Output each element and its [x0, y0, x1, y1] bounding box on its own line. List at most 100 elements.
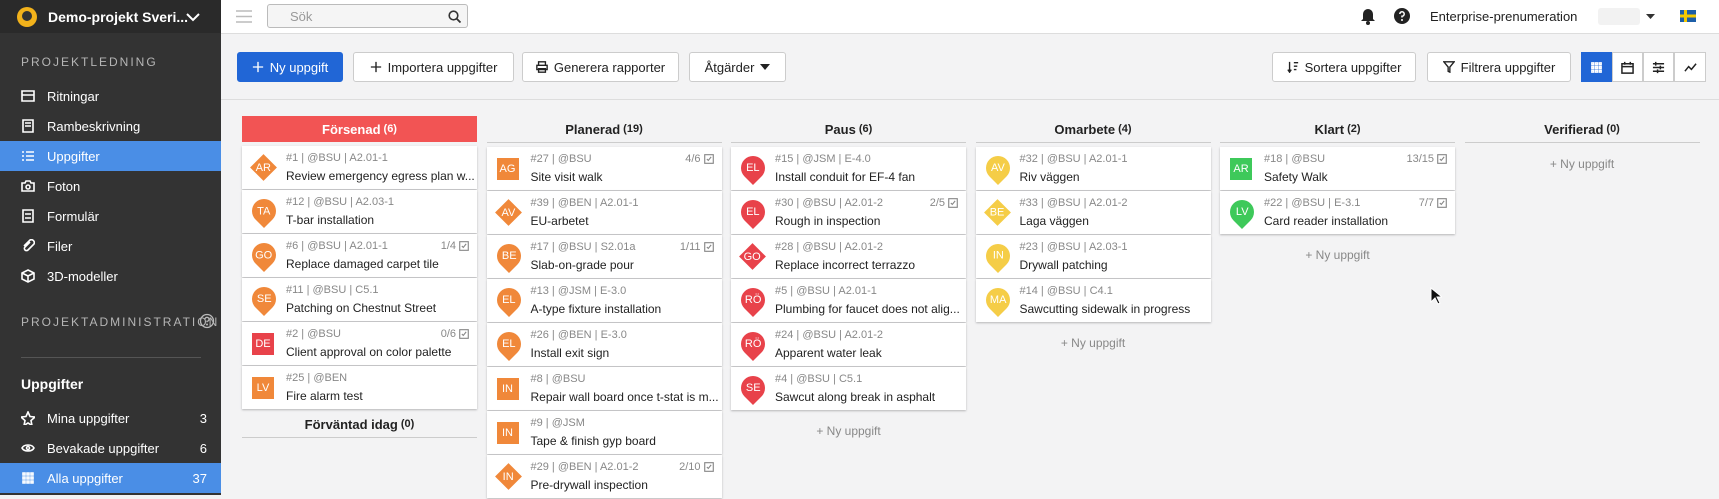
bell-icon[interactable]: [1360, 8, 1376, 25]
add-task[interactable]: + Ny uppgift: [816, 424, 881, 438]
checklist-progress: 7/7: [1419, 197, 1447, 209]
task-card[interactable]: DE #2 | @BSU Client approval on color pale…: [242, 322, 477, 365]
view-toggle[interactable]: [1674, 52, 1706, 82]
view-toggle[interactable]: [1612, 52, 1643, 82]
task-card[interactable]: SE #11 | @BSU | C5.1 Patching on Chestnut …: [242, 278, 477, 321]
icon: [703, 154, 714, 164]
task-card[interactable]: IN #8 | @BSU Repair wall board once t-stat…: [486, 367, 722, 410]
column-header: Klart (2): [1220, 116, 1455, 143]
flag[interactable]: [1680, 10, 1696, 22]
nav-item[interactable]: Foton: [0, 171, 221, 201]
button-label: Filtrera uppgifter: [1460, 59, 1556, 75]
help-icon[interactable]: [1394, 8, 1410, 24]
task-card[interactable]: AR #1 | @BSU | A2.01-1 Review emergency eg…: [242, 146, 477, 189]
nav-item[interactable]: Filer: [0, 231, 221, 261]
help-icon[interactable]: [199, 313, 215, 329]
initials: TA: [257, 205, 271, 217]
task-card[interactable]: SE #4 | @BSU | C5.1 Sawcut along break in …: [731, 367, 966, 410]
task-card[interactable]: MA #14 | @BSU | C4.1 Sawcutting sidewalk i…: [975, 279, 1211, 322]
subscription[interactable]: Enterprise-prenumeration: [1430, 9, 1578, 24]
task-card[interactable]: AV #32 | @BSU | A2.01-1 Riv väggen: [975, 147, 1211, 190]
icon: [23, 239, 35, 252]
progress-text: 2/5: [929, 197, 945, 209]
status-icon: EL: [491, 327, 526, 361]
task-card[interactable]: TA #12 | @BSU | A2.03-1 T-bar installation: [242, 190, 477, 233]
menu-icon[interactable]: [236, 10, 252, 23]
search-box[interactable]: Sök: [267, 4, 468, 28]
initials: IN: [502, 470, 514, 483]
status-icon: BE: [983, 199, 1011, 226]
button-label: Ny uppgift: [269, 59, 329, 75]
task-card[interactable]: AV #39 | @BEN | A2.01-1 EU-arbetet: [486, 191, 722, 234]
task-card[interactable]: EL #26 | @BEN | E-3.0 Install exit sign: [486, 323, 722, 366]
task-meta: #26 | @BEN | E-3.0: [530, 329, 627, 341]
initials: AV: [990, 162, 1005, 175]
filter-item[interactable]: Mina uppgifter 3: [0, 403, 221, 433]
checklist-progress: 2/5: [930, 197, 958, 209]
status-icon: AV: [494, 199, 522, 226]
toolbar-button[interactable]: Sortera uppgifter: [1272, 52, 1416, 82]
task-card[interactable]: IN #29 | @BEN | A2.01-2 Pre-drywall inspec…: [486, 455, 722, 498]
task-title: Client approval on color palette: [286, 345, 452, 359]
task-meta: #23 | @BSU | A2.03-1: [1019, 241, 1128, 253]
column-header: Omarbete (4): [975, 116, 1211, 143]
nav-item[interactable]: Uppgifter: [0, 141, 221, 171]
task-title: Rough in inspection: [775, 214, 881, 228]
add-task[interactable]: + Ny uppgift: [1549, 157, 1615, 171]
task-meta: #27 | @BSU: [530, 153, 592, 165]
view-toggle[interactable]: [1643, 52, 1674, 82]
progress-text: 1/11: [679, 241, 701, 253]
task-card[interactable]: BE #33 | @BSU | A2.01-2 Laga väggen: [975, 191, 1211, 234]
project-switcher[interactable]: Demo-projekt Sveri...: [0, 0, 221, 33]
task-title: Sawcutting sidewalk in progress: [1019, 302, 1191, 316]
status-icon: AG: [496, 158, 519, 180]
task-meta: #17 | @BSU | S2.01a: [530, 241, 636, 253]
filter-item[interactable]: Alla uppgifter 37: [0, 463, 221, 493]
task-card[interactable]: EL #13 | @JSM | E-3.0 A-type fixture insta…: [486, 279, 722, 322]
icon: [703, 462, 714, 472]
task-card[interactable]: LV #25 | @BEN Fire alarm test: [242, 366, 477, 409]
task-card[interactable]: GO #6 | @BSU | A2.01-1 Replace damaged car…: [242, 234, 477, 277]
task-card[interactable]: RÖ #5 | @BSU | A2.01-1 Plumbing for faucet…: [731, 279, 966, 322]
add-task[interactable]: + Ny uppgift: [1305, 248, 1370, 262]
initials: EL: [501, 338, 516, 350]
task-meta: #12 | @BSU | A2.03-1: [286, 196, 394, 208]
task-meta: #14 | @BSU | C4.1: [1019, 285, 1113, 297]
task-title: Card reader installation: [1264, 214, 1389, 228]
task-card[interactable]: EL #30 | @BSU | A2.01-2 Rough in inspectio…: [731, 191, 966, 234]
nav-item[interactable]: 3D-modeller: [0, 261, 221, 291]
task-card[interactable]: GO #28 | @BSU | A2.01-2 Replace incorrect …: [731, 235, 966, 278]
task-title: Replace incorrect terrazzo: [775, 258, 916, 272]
task-card[interactable]: IN #23 | @BSU | A2.03-1 Drywall patching: [975, 235, 1211, 278]
task-card[interactable]: EL #15 | @JSM | E-4.0 Install conduit for …: [731, 147, 966, 190]
nav-item[interactable]: Ritningar: [0, 81, 221, 111]
task-title: Safety Walk: [1264, 170, 1328, 184]
add-task[interactable]: + Ny uppgift: [1060, 336, 1126, 350]
caret: [760, 64, 771, 70]
task-card[interactable]: IN #9 | @JSM Tape & finish gyp board: [486, 411, 722, 454]
task-card[interactable]: BE #17 | @BSU | S2.01a Slab-on-grade pour 1…: [486, 235, 722, 278]
toolbar-button[interactable]: Generera rapporter: [522, 52, 679, 82]
status-icon: AR: [1230, 158, 1252, 180]
toolbar-button[interactable]: Filtrera uppgifter: [1427, 52, 1571, 82]
task-card[interactable]: AR #18 | @BSU Safety Walk 13/15: [1220, 147, 1455, 190]
user-avatar[interactable]: [1598, 8, 1640, 25]
column-title: Paus: [824, 121, 856, 137]
new-task-button[interactable]: Ny uppgift: [237, 52, 343, 82]
task-card[interactable]: RÖ #24 | @BSU | A2.01-2 Apparent water lea…: [731, 323, 966, 366]
nav-item[interactable]: Rambeskrivning: [0, 111, 221, 141]
column-title: Verifierad: [1544, 121, 1604, 137]
task-title: EU-arbetet: [530, 214, 589, 228]
nav-item[interactable]: Formulär: [0, 201, 221, 231]
icon: [252, 61, 263, 73]
task-card[interactable]: AG #27 | @BSU Site visit walk 4/6: [486, 147, 722, 190]
initials: IN: [502, 383, 513, 395]
task-card[interactable]: LV #22 | @BSU | E-3.1 Card reader installa…: [1220, 191, 1455, 234]
column-header: Paus (6): [731, 116, 966, 143]
toolbar-button[interactable]: Importera uppgifter: [353, 52, 514, 82]
filter-item[interactable]: Bevakade uppgifter 6: [0, 433, 221, 463]
toolbar-button[interactable]: Åtgärder: [689, 52, 786, 82]
view-toggle[interactable]: [1581, 52, 1612, 82]
initials: RÖ: [744, 338, 762, 350]
task-meta: #1 | @BSU | A2.01-1: [286, 152, 388, 164]
